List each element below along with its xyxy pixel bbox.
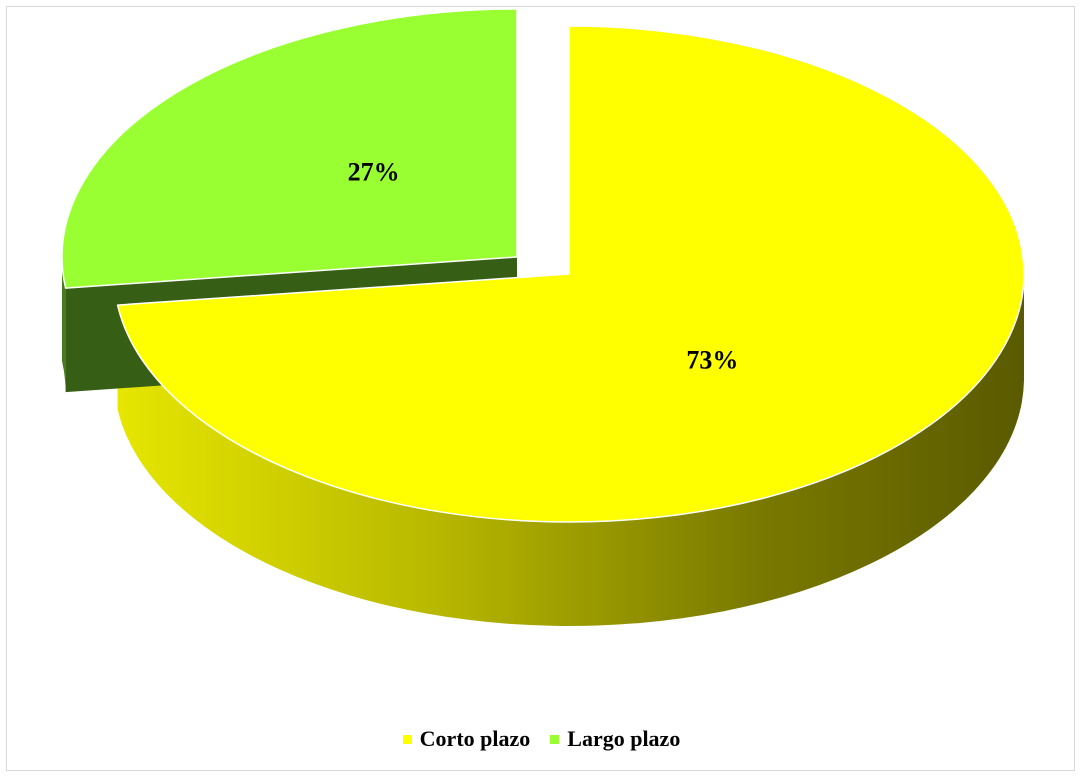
- slice-corto-plazo: [116, 25, 1025, 523]
- legend-label-largo-plazo: Largo plazo: [567, 726, 681, 751]
- slice-side-corto-plazo: [117, 274, 1024, 627]
- legend-item-largo-plazo: Largo plazo: [550, 726, 680, 752]
- slice-side-outer-largo-plazo: [62, 257, 66, 393]
- data-label-largo-plazo: 27%: [348, 158, 400, 187]
- legend-label-corto-plazo: Corto plazo: [419, 726, 531, 751]
- legend-item-corto-plazo: Corto plazo: [402, 726, 531, 752]
- slice-largo-plazo: [61, 8, 518, 289]
- data-label-corto-plazo: 73%: [686, 345, 738, 374]
- legend: Corto plazo Largo plazo: [0, 726, 1083, 752]
- legend-swatch-corto-plazo: [402, 734, 412, 744]
- legend-swatch-largo-plazo: [550, 734, 560, 744]
